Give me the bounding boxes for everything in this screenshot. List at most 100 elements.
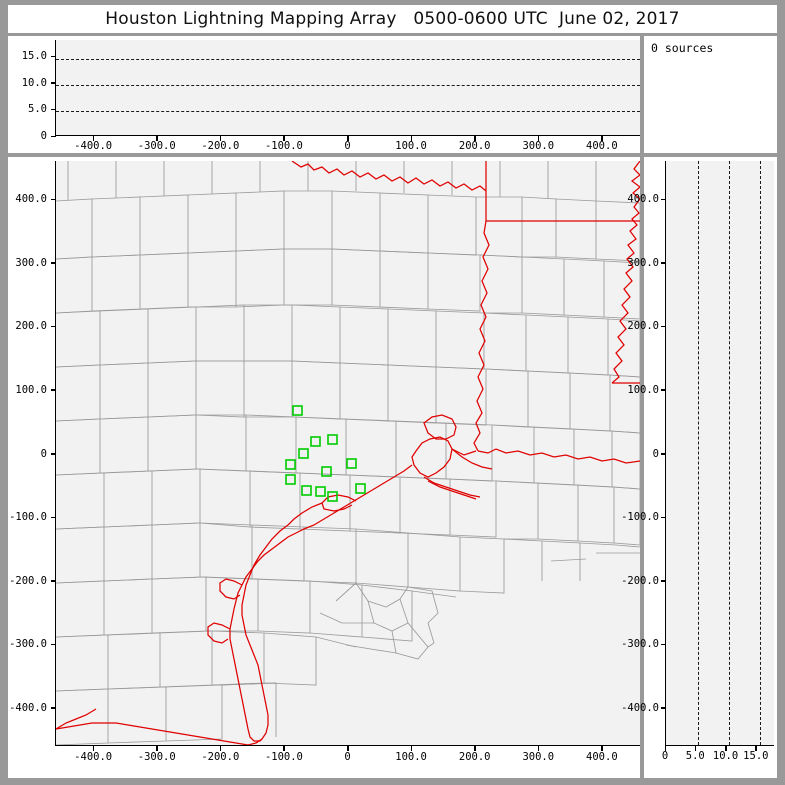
map-x-tick: -200.0 (201, 751, 240, 763)
gridline-5 (698, 161, 699, 745)
map-y-tickmark (51, 643, 56, 646)
station-marker (285, 474, 296, 485)
map-y-tick: -200.0 (9, 574, 47, 587)
station-marker (292, 405, 303, 416)
altitude-x-tick: -100.0 (264, 140, 303, 152)
map-svg (56, 161, 640, 745)
state-borders-and-coastline (56, 161, 640, 745)
map-x-tickmark (219, 746, 222, 751)
altitude-x-tick: 400.0 (586, 140, 618, 152)
station-marker (315, 486, 326, 497)
hist-y-tickmark (661, 198, 666, 201)
hist-x-tick: 0 (661, 750, 669, 762)
altitude-east-west-plot[interactable] (55, 40, 640, 136)
map-x-tick: -100.0 (264, 751, 303, 763)
map-x-tick: 300.0 (522, 751, 555, 763)
hist-y-tickmark (661, 453, 666, 455)
hist-y-tick: 300.0 (627, 256, 659, 269)
map-y-tick: -100.0 (9, 511, 47, 524)
altitude-x-tickmark (283, 136, 285, 141)
station-marker (285, 459, 296, 470)
station-marker (327, 434, 338, 445)
altitude-y-tickmark (51, 82, 56, 84)
hist-y-tick: -400.0 (621, 701, 659, 714)
hist-y-tick: 400.0 (627, 193, 659, 206)
station-marker (355, 483, 366, 494)
map-x-tickmark (537, 746, 540, 751)
hist-x-tickmark (694, 746, 697, 751)
map-x-tickmark (156, 746, 158, 751)
map-x-tickmark (410, 746, 413, 751)
altitude-x-tick: -400.0 (74, 140, 113, 152)
altitude-y-tickmark (51, 135, 56, 137)
station-marker (310, 436, 321, 447)
map-y-tick: 200.0 (15, 320, 47, 333)
altitude-x-tickmark (537, 136, 540, 141)
gridline-5 (56, 111, 640, 112)
map-x-tickmark (283, 746, 285, 751)
altitude-x-tick: 100.0 (395, 140, 427, 152)
map-plot[interactable] (55, 161, 640, 746)
gridline-15 (760, 161, 761, 745)
map-x-tick: -400.0 (74, 751, 113, 763)
map-y-tickmark (51, 453, 56, 455)
hist-y-tick: -100.0 (621, 511, 659, 524)
altitude-x-tickmark (156, 136, 158, 141)
map-x-tickmark (474, 746, 476, 751)
map-x-tick: 100.0 (395, 751, 427, 763)
hist-y-tick: 200.0 (627, 320, 659, 333)
altitude-x-tick: 300.0 (522, 140, 555, 152)
station-marker (298, 448, 309, 459)
altitude-y-tickmark (51, 55, 56, 57)
hist-y-tick: -300.0 (621, 638, 659, 651)
altitude-x-tick: -300.0 (137, 140, 176, 152)
map-y-tick: -400.0 (9, 701, 47, 714)
map-y-tick: 300.0 (15, 256, 47, 269)
map-y-tickmark (51, 580, 56, 582)
altitude-x-tick: 0 (344, 140, 351, 152)
hist-y-tickmark (661, 580, 666, 582)
hist-y-tickmark (661, 325, 666, 328)
altitude-east-west-panel: 0 5.0 10.0 15.0 -400.0 -300.0 -200.0 -100.0 0 100… (8, 36, 640, 153)
hist-x-tick: 10.0 (712, 750, 739, 762)
map-y-tickmark (51, 516, 56, 519)
hist-x-tickmark (725, 746, 727, 751)
altitude-x-tickmark (347, 136, 349, 141)
map-y-tickmark (51, 325, 56, 328)
hist-y-tickmark (661, 707, 666, 709)
map-x-tick: 0 (344, 751, 351, 763)
map-x-tick: -300.0 (137, 751, 176, 763)
map-x-tickmark (347, 746, 349, 751)
altitude-x-tickmark (601, 136, 603, 141)
altitude-north-south-panel: -400.0 -300.0 -200.0 -100.0 0 100.0 200.0 300.0… (621, 157, 777, 778)
altitude-x-tickmark (474, 136, 476, 141)
lma-station-markers[interactable] (285, 405, 366, 502)
station-marker (327, 491, 338, 502)
altitude-x-tickmark (410, 136, 413, 141)
hist-x-tick: 15.0 (743, 750, 769, 762)
hist-y-tickmark (661, 643, 666, 646)
station-marker (321, 466, 332, 477)
hist-y-tickmark (661, 389, 666, 391)
map-y-tick: -300.0 (9, 638, 47, 651)
map-y-tick: 100.0 (15, 383, 47, 396)
page-title: Houston Lightning Mapping Array 0500-060… (105, 9, 680, 29)
station-marker (346, 458, 357, 469)
hist-x-tickmark (664, 746, 666, 751)
map-y-tick: 0 (40, 447, 47, 460)
map-y-tick: 400.0 (15, 193, 47, 206)
county-boundaries (56, 161, 640, 745)
gridline-15 (56, 59, 640, 60)
altitude-north-south-plot[interactable] (665, 161, 774, 746)
map-x-tickmark (601, 746, 603, 751)
hist-y-tickmark (661, 516, 666, 519)
sources-panel: 0 sources (644, 36, 777, 153)
altitude-y-tick: 5.0 (28, 103, 47, 116)
map-y-tickmark (51, 262, 56, 264)
hist-x-tick: 5.0 (685, 750, 705, 762)
altitude-y-tick: 15.0 (21, 50, 47, 62)
altitude-x-tick: -200.0 (201, 140, 240, 152)
altitude-x-tickmark (219, 136, 222, 141)
map-x-tick: 400.0 (586, 751, 618, 763)
